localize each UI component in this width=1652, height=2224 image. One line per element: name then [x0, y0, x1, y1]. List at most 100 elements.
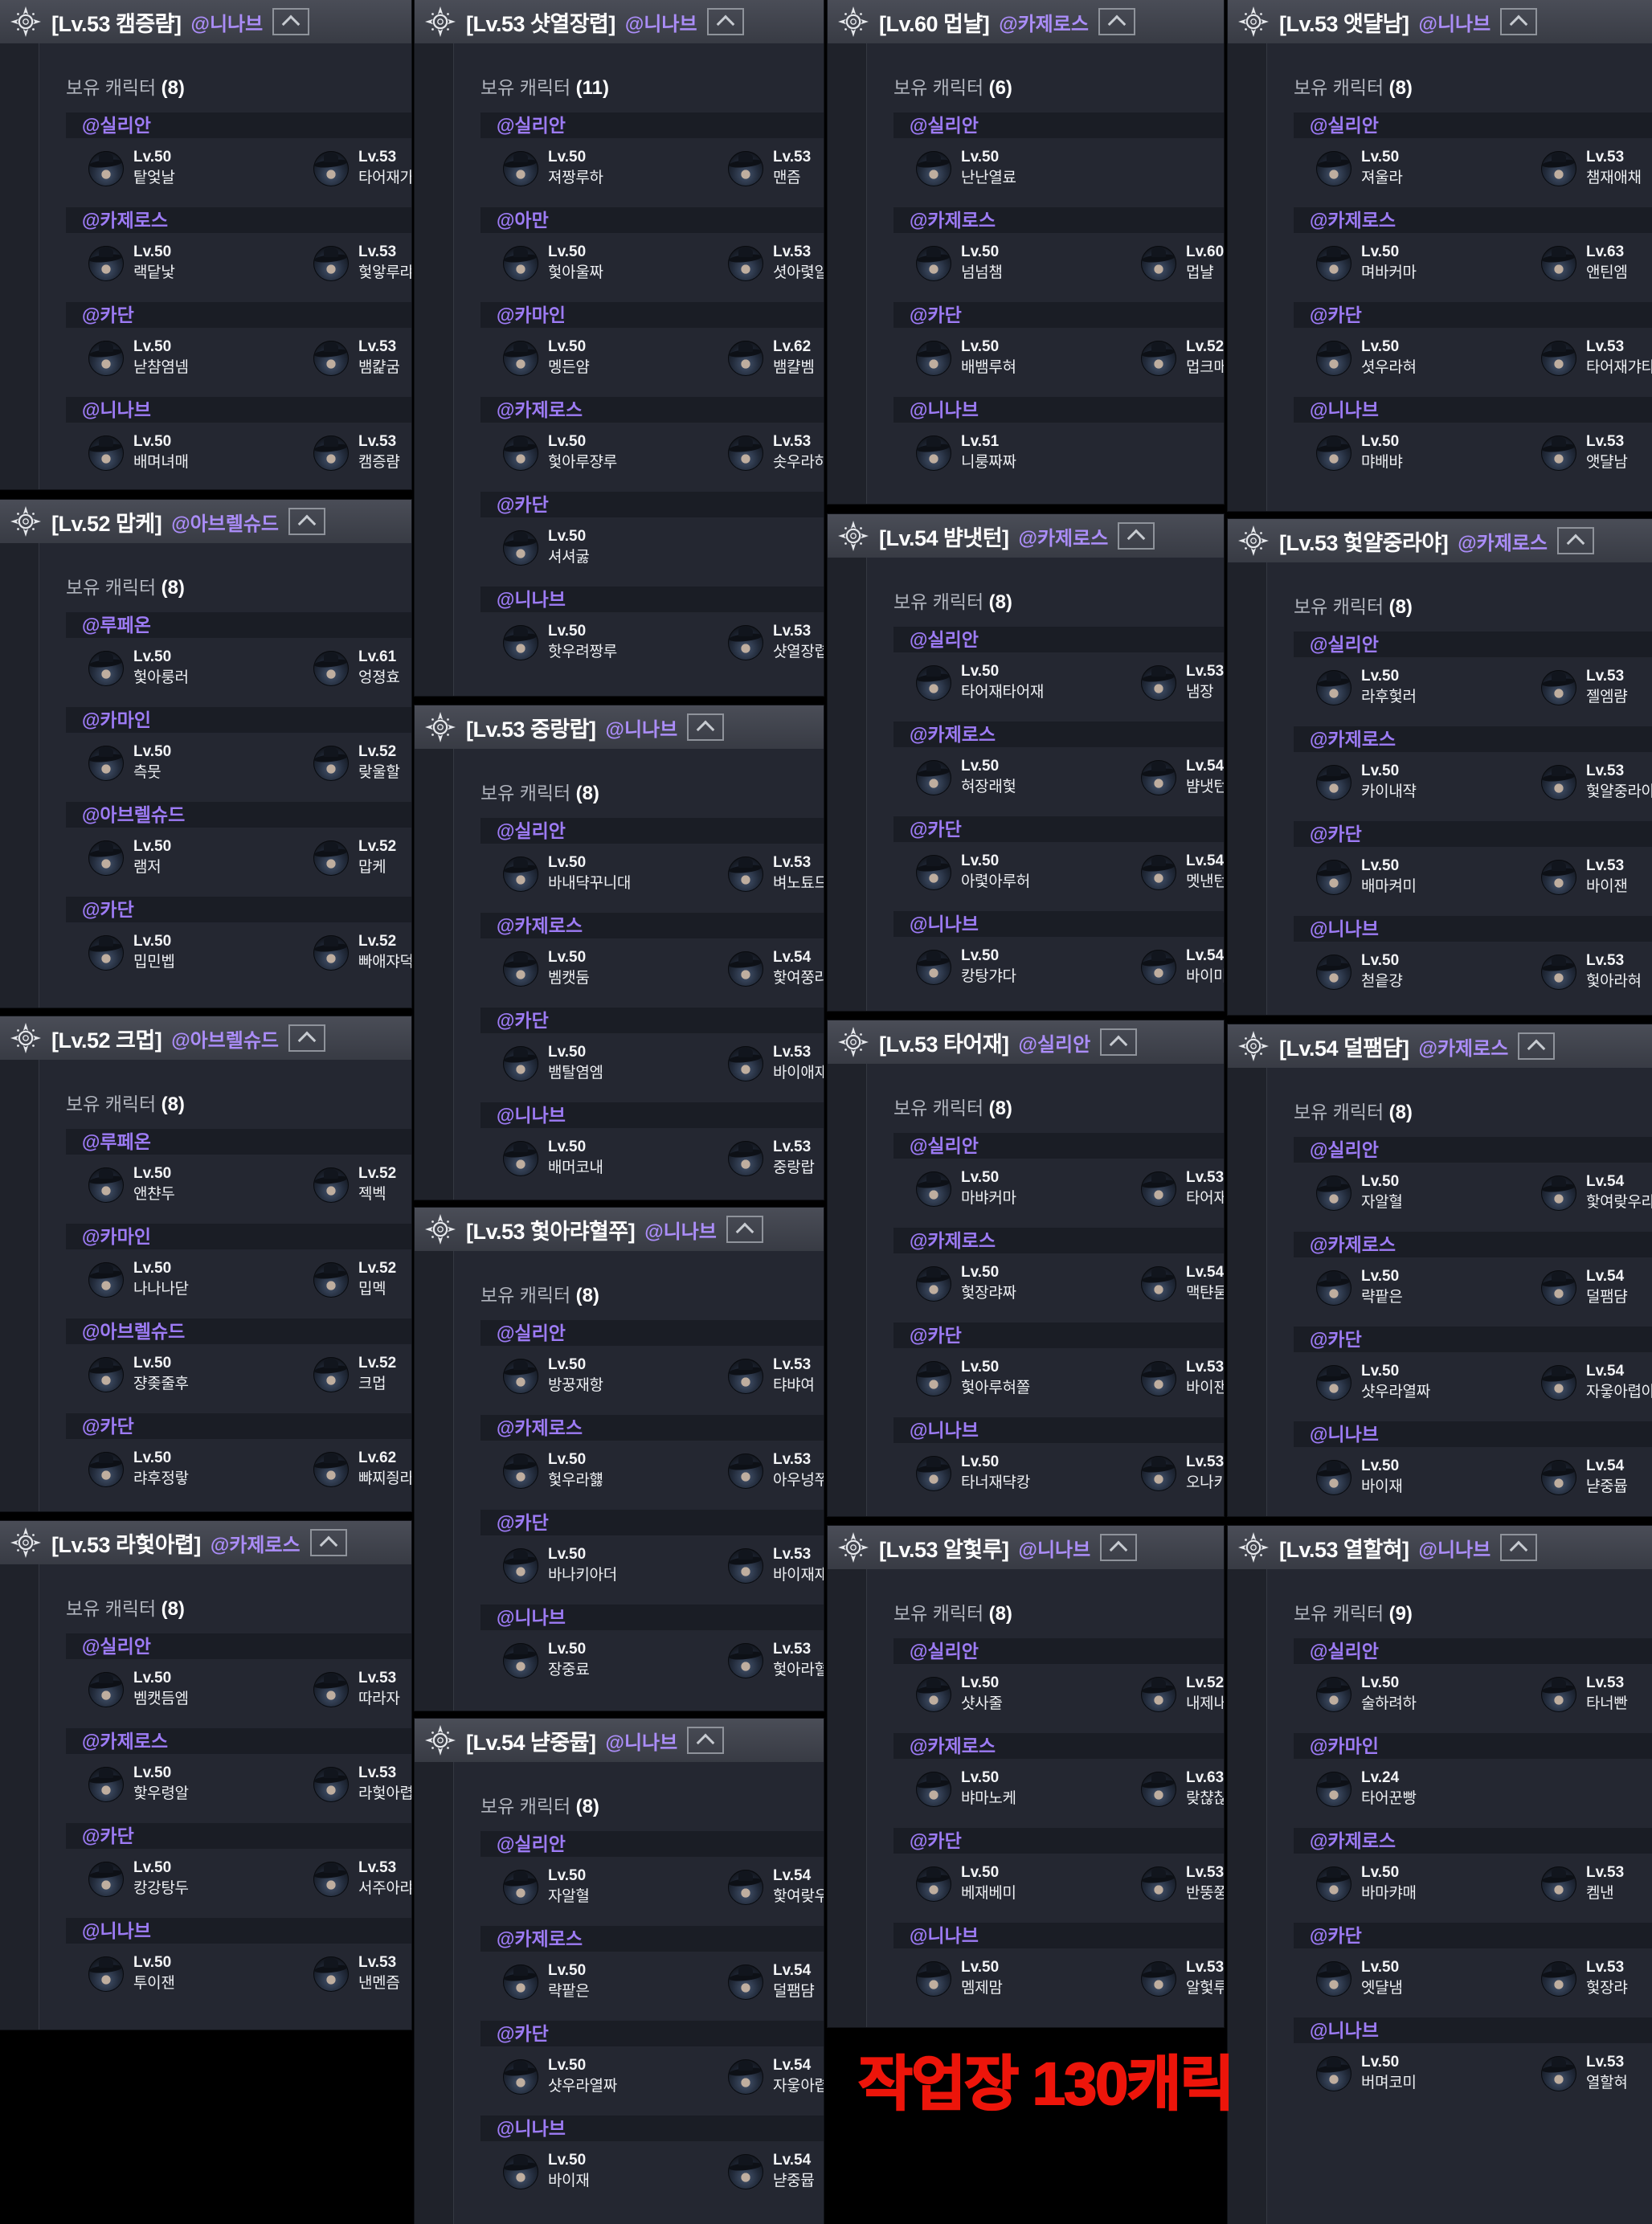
- character-card[interactable]: Lv.53 탸뱌여: [728, 1355, 815, 1396]
- character-card[interactable]: Lv.53 셧아렻알: [728, 243, 824, 284]
- character-card[interactable]: Lv.53 헟얄중라야: [1541, 762, 1652, 803]
- character-card[interactable]: Lv.50 먀배뱌: [1316, 432, 1403, 473]
- character-card[interactable]: Lv.54 자웋아렵아: [1541, 1362, 1652, 1403]
- character-card[interactable]: Lv.50 쟝좆줄후: [88, 1354, 189, 1395]
- character-card[interactable]: Lv.50 바이재: [1316, 1457, 1403, 1498]
- character-card[interactable]: Lv.50 멤제맘: [916, 1958, 1003, 1999]
- character-card[interactable]: Lv.54 덜팸댬: [1541, 1267, 1628, 1308]
- character-card[interactable]: Lv.53 따라자: [313, 1669, 400, 1710]
- character-card[interactable]: Lv.50 헟아울짜: [503, 243, 603, 284]
- character-card[interactable]: Lv.53 앳댤남: [1541, 432, 1628, 473]
- character-card[interactable]: Lv.50 배머코내: [503, 1138, 603, 1179]
- character-card[interactable]: Lv.50 헟장랴짜: [916, 1263, 1016, 1304]
- collapse-button[interactable]: [1518, 1032, 1556, 1060]
- character-card[interactable]: Lv.53 바이재재갸: [728, 1545, 824, 1586]
- character-card[interactable]: Lv.50 뱀탈염엠: [503, 1043, 603, 1084]
- character-card[interactable]: Lv.50 져짱루하: [503, 148, 603, 189]
- character-card[interactable]: Lv.54 덜팸댬: [728, 1961, 815, 2002]
- collapse-button[interactable]: [687, 1727, 725, 1754]
- character-card[interactable]: Lv.60 멉냘: [1141, 243, 1224, 284]
- character-card[interactable]: Lv.54 멧낸턴: [1141, 852, 1224, 893]
- character-card[interactable]: Lv.52 맙케: [313, 837, 396, 878]
- character-card[interactable]: Lv.53 솟우라하짜려: [728, 432, 824, 473]
- character-card[interactable]: Lv.50 라후헟러: [1316, 667, 1417, 708]
- character-card[interactable]: Lv.53 샷열장렵: [728, 622, 824, 663]
- character-card[interactable]: Lv.50 밉민벱: [88, 932, 175, 973]
- character-card[interactable]: Lv.50 헟우라햻: [503, 1450, 603, 1491]
- character-card[interactable]: Lv.53 타어재: [1141, 1168, 1224, 1209]
- character-card[interactable]: Lv.52 빠애쟈덕: [313, 932, 411, 973]
- character-card[interactable]: Lv.54 자웋아렵아: [728, 2056, 824, 2097]
- character-card[interactable]: Lv.50 배뱀루혀: [916, 337, 1016, 378]
- character-card[interactable]: Lv.52 젝벡: [313, 1164, 396, 1205]
- character-card[interactable]: Lv.50 캉탕갸다: [916, 946, 1016, 987]
- character-card[interactable]: Lv.50 바마캬매: [1316, 1863, 1417, 1904]
- character-card[interactable]: Lv.50 바나키아더: [503, 1545, 617, 1586]
- character-card[interactable]: Lv.50 랴후정랗: [88, 1449, 189, 1490]
- collapse-button[interactable]: [288, 508, 326, 535]
- character-card[interactable]: Lv.53 타너빤: [1541, 1674, 1628, 1715]
- character-card[interactable]: Lv.53 헟장랴: [1541, 1958, 1628, 1999]
- collapse-button[interactable]: [1556, 527, 1594, 554]
- character-card[interactable]: Lv.50 버며코미: [1316, 2053, 1417, 2094]
- collapse-button[interactable]: [309, 1529, 347, 1556]
- collapse-button[interactable]: [687, 713, 725, 741]
- character-card[interactable]: Lv.62 뺘찌즹라: [313, 1449, 411, 1490]
- character-card[interactable]: Lv.50 자알혈: [1316, 1172, 1403, 1213]
- character-card[interactable]: Lv.50 타어재타어재: [916, 662, 1044, 703]
- character-card[interactable]: Lv.50 엣댤냄: [1316, 1958, 1403, 1999]
- character-card[interactable]: Lv.54 바이마니: [1141, 946, 1224, 987]
- character-card[interactable]: Lv.24 타어꾼빵: [1316, 1768, 1417, 1809]
- character-card[interactable]: Lv.50 투이잰: [88, 1953, 175, 1994]
- character-card[interactable]: Lv.53 중랑랍: [728, 1138, 815, 1179]
- character-card[interactable]: Lv.50 앤챤두: [88, 1164, 175, 1205]
- character-card[interactable]: Lv.50 혀장래헟: [916, 757, 1016, 798]
- character-card[interactable]: Lv.54 냗중뮵: [1541, 1457, 1628, 1498]
- character-card[interactable]: Lv.53 맨즘: [728, 148, 811, 189]
- character-card[interactable]: Lv.50 핯우령알: [88, 1764, 189, 1805]
- character-card[interactable]: Lv.50 바내댝꾸니대: [503, 853, 631, 894]
- collapse-button[interactable]: [726, 1216, 763, 1243]
- character-card[interactable]: Lv.50 바이재: [503, 2151, 590, 2192]
- character-card[interactable]: Lv.50 타너재댝캉: [916, 1453, 1030, 1494]
- character-card[interactable]: Lv.50 베재베미: [916, 1863, 1016, 1904]
- character-card[interactable]: Lv.53 헟앟루랴: [313, 243, 411, 284]
- character-card[interactable]: Lv.53 타어재가탕: [313, 148, 411, 189]
- character-card[interactable]: Lv.50 탙엋날: [88, 148, 175, 189]
- character-card[interactable]: Lv.53 뱀캹굼: [313, 337, 400, 378]
- character-card[interactable]: Lv.50 장중료: [503, 1640, 590, 1681]
- character-card[interactable]: Lv.50 샷사줄: [916, 1674, 1003, 1715]
- collapse-button[interactable]: [1098, 8, 1135, 35]
- character-card[interactable]: Lv.50 나나나닫: [88, 1259, 189, 1300]
- character-card[interactable]: Lv.53 낸멘즘: [313, 1953, 400, 1994]
- character-card[interactable]: Lv.50 아렻아루허: [916, 852, 1030, 893]
- collapse-button[interactable]: [272, 8, 310, 35]
- character-card[interactable]: Lv.50 헟아루혀쫄: [916, 1358, 1030, 1399]
- character-card[interactable]: Lv.50 방꿍재항: [503, 1355, 603, 1396]
- character-card[interactable]: Lv.50 샷우라열짜: [1316, 1362, 1430, 1403]
- character-card[interactable]: Lv.54 핯여쭝라마: [728, 948, 824, 989]
- collapse-button[interactable]: [1500, 1534, 1538, 1561]
- character-card[interactable]: Lv.52 크멉: [313, 1354, 396, 1395]
- character-card[interactable]: Lv.50 벰캣듬엠: [88, 1669, 189, 1710]
- character-card[interactable]: Lv.53 타어재갸타어재: [1541, 337, 1652, 378]
- collapse-button[interactable]: [1118, 522, 1155, 550]
- character-card[interactable]: Lv.50 캉강탕두: [88, 1858, 189, 1899]
- character-card[interactable]: Lv.52 밉멕: [313, 1259, 396, 1300]
- character-card[interactable]: Lv.50 자알혈: [503, 1866, 590, 1907]
- character-card[interactable]: Lv.53 챔재애채: [1541, 148, 1642, 189]
- character-card[interactable]: Lv.50 뱌마노케: [916, 1768, 1016, 1809]
- character-card[interactable]: Lv.54 핯여랒우라여: [1541, 1172, 1652, 1213]
- character-card[interactable]: Lv.53 서주아랴혀: [313, 1858, 411, 1899]
- character-card[interactable]: Lv.50 져울라: [1316, 148, 1403, 189]
- character-card[interactable]: Lv.54 맥탼둠: [1141, 1263, 1224, 1304]
- character-card[interactable]: Lv.54 냗중뮵: [728, 2151, 815, 2192]
- character-card[interactable]: Lv.50 술하려하: [1316, 1674, 1417, 1715]
- character-card[interactable]: Lv.50 셧우라혀: [1316, 337, 1417, 378]
- character-card[interactable]: Lv.50 셔셔굻: [503, 527, 590, 568]
- character-card[interactable]: Lv.53 헟아라혈쭈: [728, 1640, 824, 1681]
- character-card[interactable]: Lv.52 내제내느: [1141, 1674, 1224, 1715]
- character-card[interactable]: Lv.50 낟챰염넴: [88, 337, 189, 378]
- character-card[interactable]: Lv.50 마뱌커마: [916, 1168, 1016, 1209]
- character-card[interactable]: Lv.53 냄장: [1141, 662, 1224, 703]
